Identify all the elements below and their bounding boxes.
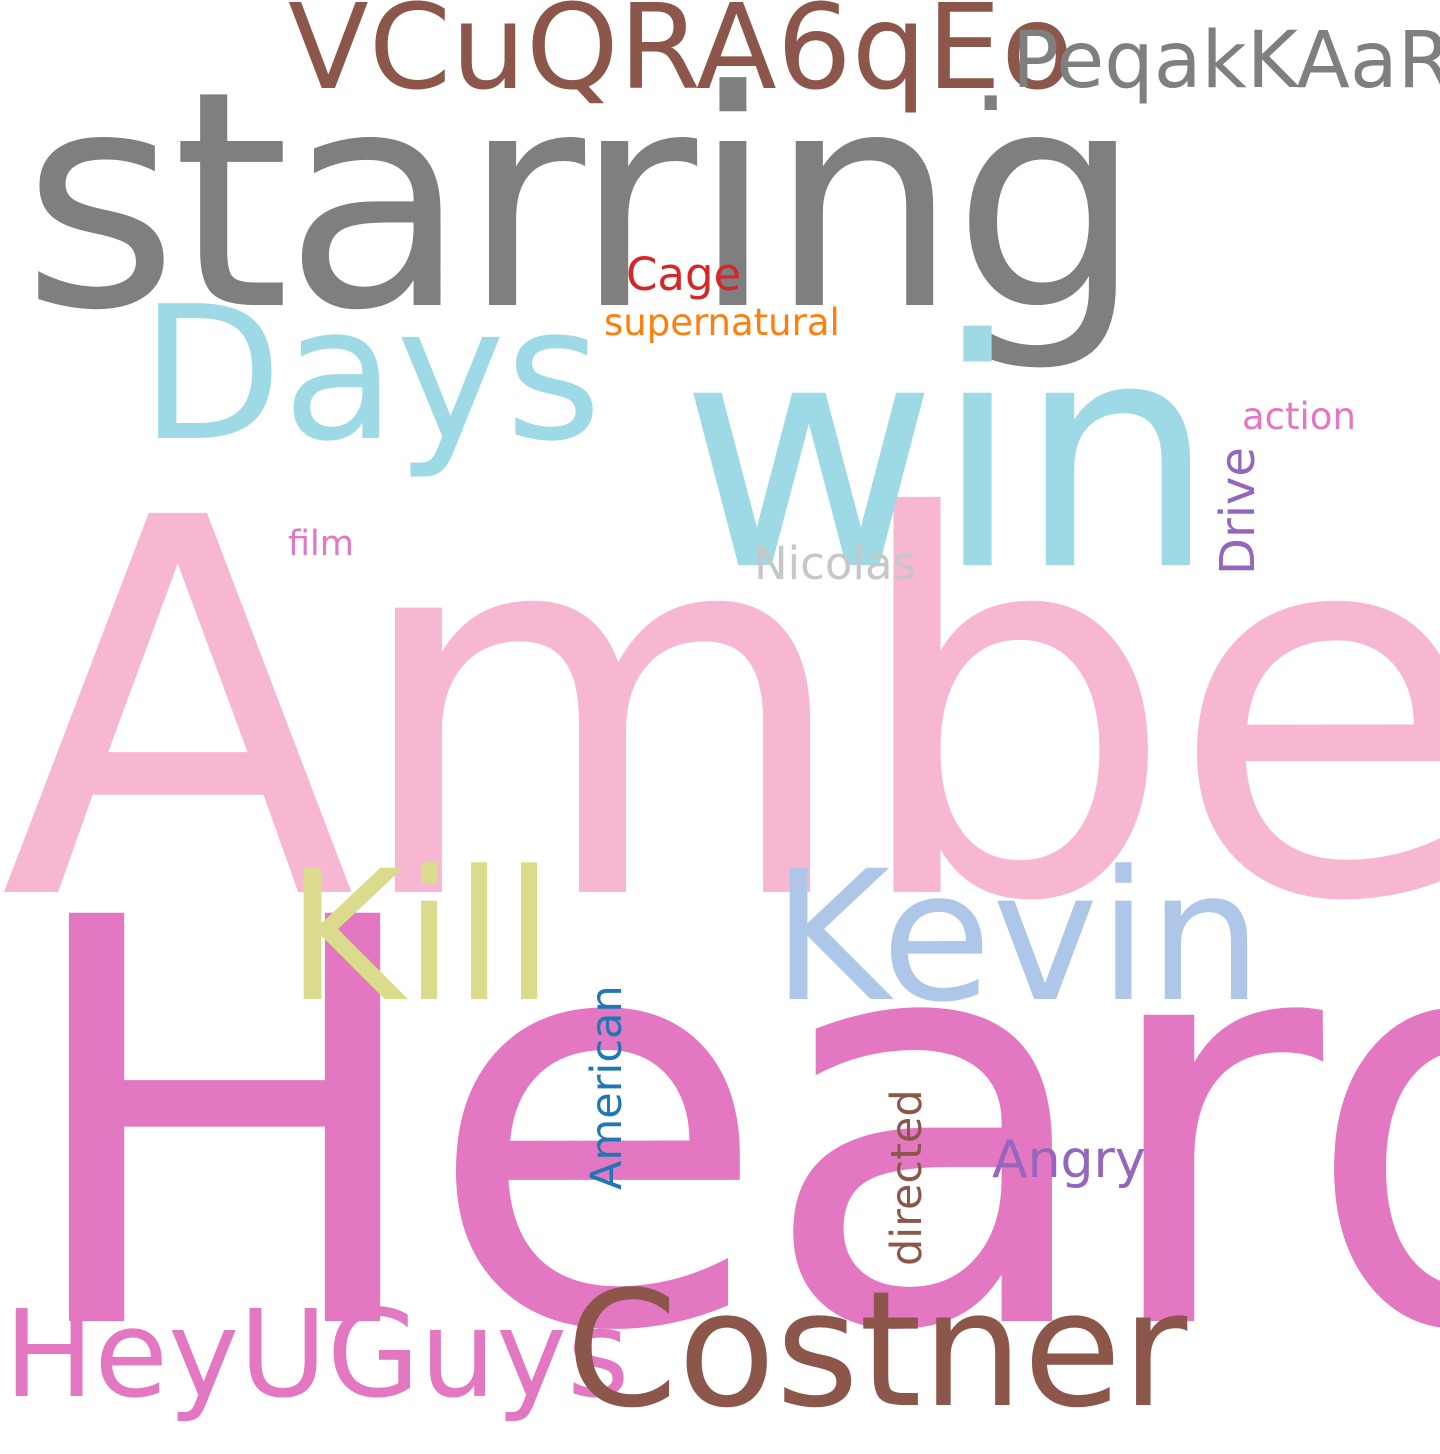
word-supernatural: supernatural xyxy=(604,301,840,344)
word-costner: Costner xyxy=(566,1256,1188,1443)
word-kill: Kill xyxy=(286,833,555,1042)
word-heard: Heard xyxy=(14,802,1440,1454)
word-peqakkaarx: PeqakKAaRx xyxy=(1012,16,1440,106)
word-starring: starring xyxy=(22,27,1143,376)
word-drive: Drive xyxy=(1210,447,1266,575)
word-cage: Cage xyxy=(626,248,742,301)
word-directed: directed xyxy=(882,1089,932,1266)
word-amber: Amber xyxy=(0,409,1440,1015)
word-vcuqra6qeo: VCuQRA6qEo xyxy=(288,0,1074,116)
word-dot: . xyxy=(972,0,1010,138)
word-action: action xyxy=(1242,395,1356,438)
word-american: American xyxy=(582,985,632,1190)
word-nicolas: Nicolas xyxy=(754,537,916,590)
word-film: film xyxy=(288,524,354,564)
word-angry: Angry xyxy=(992,1130,1146,1190)
word-win: win xyxy=(680,274,1217,640)
word-days: Days xyxy=(140,266,602,482)
word-heyuguys: HeyUGuys xyxy=(4,1286,630,1425)
word-kevin: Kevin xyxy=(772,833,1263,1042)
